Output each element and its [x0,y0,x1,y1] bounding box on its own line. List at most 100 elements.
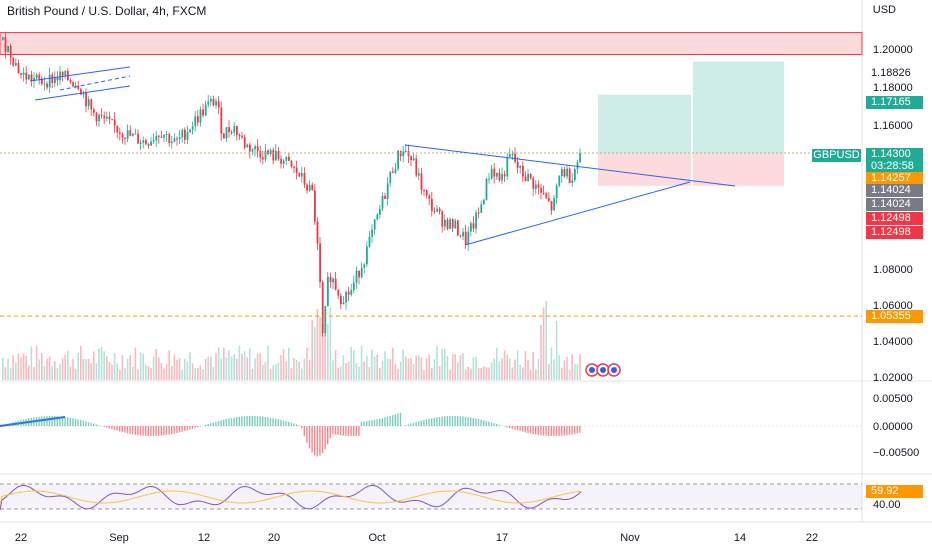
macd-bar [28,418,29,426]
macd-bar [374,420,375,426]
macd-bar [535,426,536,434]
candle-body [343,303,345,305]
macd-bar [306,426,307,443]
price-label: 1.14024 [866,184,923,197]
macd-bar [478,419,479,426]
volume-bar [392,348,394,380]
volume-bar [49,356,51,380]
macd-bar [77,419,78,426]
macd-bar [519,426,520,431]
candle-body [114,119,116,125]
volume-bar [207,357,209,380]
macd-bar [7,424,8,426]
candle-body [161,137,163,138]
candle-body [353,283,355,290]
macd-bar [506,426,507,427]
macd-bar [137,426,138,435]
candle-body [184,130,186,140]
volume-bar [556,321,558,380]
volume-bar [350,347,352,380]
volume-bar [447,356,449,380]
macd-bar [358,426,359,436]
macd-bar [166,426,167,435]
macd-axis-tick: 0.00500 [873,393,913,405]
candle-body [540,188,542,193]
price-axis-tick: 1.16000 [873,120,913,132]
candle-body [470,223,472,231]
candle-body [467,232,469,245]
volume-bar [23,353,25,380]
macd-bar [249,416,250,426]
macd-bar [280,420,281,426]
candle-body [111,119,113,120]
volume-bar [288,348,290,380]
volume-bar [101,347,103,380]
macd-bar [12,422,13,426]
macd-bar [10,423,11,426]
candle-body [176,138,178,139]
chart-title: British Pound / U.S. Dollar, 4h, FXCM [7,4,206,18]
candle-body [517,162,519,168]
volume-bar [306,347,308,380]
candle-body [25,73,27,80]
candle-body [168,134,170,143]
volume-bar [197,368,199,380]
candle-body [426,190,428,195]
candle-body [379,209,381,215]
macd-bar [379,419,380,426]
macd-bar [57,416,58,426]
macd-bar [514,426,515,430]
macd-bar [210,423,211,426]
volume-bar [194,368,196,380]
volume-bar [301,368,303,380]
volume-bar [114,353,116,380]
macd-bar [5,425,6,426]
macd-bar [168,426,169,435]
macd-bar [270,418,271,426]
macd-bar [272,418,273,426]
rsi-axis-level: 40.00 [873,499,901,511]
candle-body [496,173,498,177]
macd-bar [348,426,349,436]
candle-body [137,134,139,144]
macd-bar [387,417,388,426]
macd-bar [439,417,440,426]
macd-axis-tick: −0.00500 [873,447,919,459]
macd-bar [527,426,528,433]
macd-bar [262,417,263,426]
candle-body [210,99,212,102]
macd-bar [171,426,172,434]
candle-body [192,126,194,129]
volume-bar [257,354,259,380]
macd-bar [145,426,146,436]
candle-body [306,185,308,191]
macd-bar [49,416,50,426]
candle-body [239,135,241,136]
macd-bar [525,426,526,432]
macd-bar [553,426,554,436]
candle-body [252,149,254,151]
volume-bar [2,358,4,380]
macd-bar [218,421,219,426]
volume-bar [374,357,376,380]
macd-bar [564,426,565,435]
macd-bar [293,423,294,426]
candle-body [311,185,313,191]
candle-body [244,137,246,147]
volume-bar [311,320,313,380]
candle-body [431,199,433,211]
volume-bar [28,366,30,380]
volume-bar [345,363,347,380]
candle-body [369,237,371,247]
candle-body [410,156,412,160]
volume-bar [228,350,230,380]
volume-bar [501,358,503,380]
candle-body [90,99,92,109]
candle-body [220,107,222,133]
candle-body [145,140,147,144]
candle-body [122,134,124,138]
macd-bar [150,426,151,436]
volume-bar [83,359,85,380]
